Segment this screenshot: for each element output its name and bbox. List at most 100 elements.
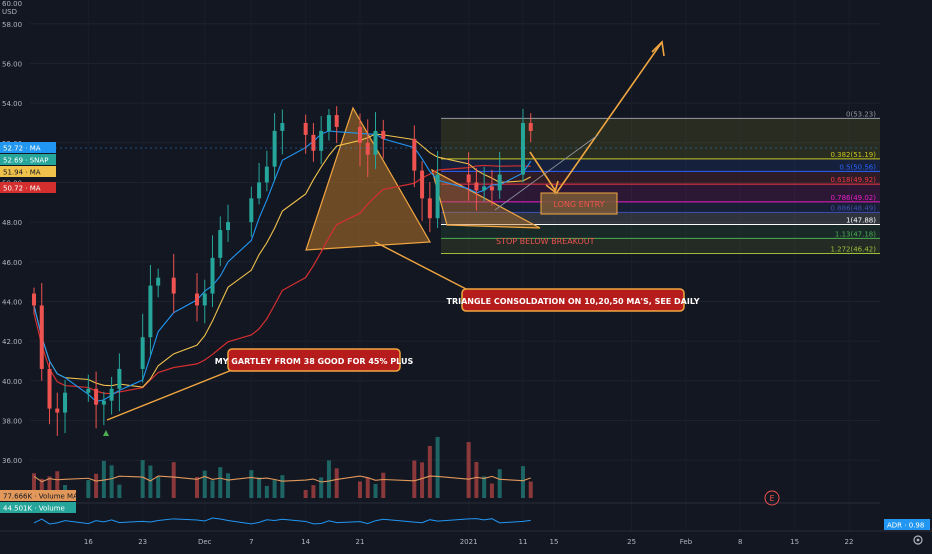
price-tick-label: 56.00	[2, 60, 22, 68]
time-axis[interactable]	[0, 531, 932, 550]
badge-ma50-text: 50.72 · MA	[3, 185, 41, 193]
candle-body	[194, 293, 199, 306]
price-tick-label: 42.00	[2, 338, 22, 346]
candle-body	[311, 134, 316, 151]
volume-bar	[326, 460, 331, 498]
volume-bar	[427, 445, 432, 498]
ma-20-line	[33, 133, 531, 388]
fib-level-label: 0(53.23)	[846, 110, 876, 118]
price-tick-label: 58.00	[2, 21, 22, 29]
fib-zone	[441, 238, 880, 254]
triangle-label[interactable]: TRIANGLE CONSOLDATION ON 10,20,50 MA'S, …	[446, 288, 700, 312]
badge-ma10: 52.72 · MA	[0, 142, 56, 153]
time-tick-label: 15	[790, 538, 799, 546]
candlesticks	[32, 106, 533, 436]
pullback-arrow	[529, 151, 556, 191]
time-tick-label: 21	[356, 538, 365, 546]
gartley-label[interactable]: MY GARTLEY FROM 38 GOOD FOR 45% PLUS	[215, 348, 414, 372]
volume-bar	[94, 473, 99, 498]
volume-bar	[311, 485, 316, 498]
settings-gear-icon[interactable]	[913, 535, 923, 545]
badge-ma10-text: 52.72 · MA	[3, 145, 41, 153]
grid-lines	[30, 23, 880, 461]
candle-body	[474, 182, 479, 191]
fib-zone	[441, 171, 880, 185]
candle-body	[171, 277, 176, 294]
time-tick-label: 2021	[460, 538, 478, 546]
fib-level-label: 0.786(49.02)	[830, 194, 876, 202]
badge-volume-ma: 77.666K · Volume MA	[0, 490, 78, 501]
volume-bar	[257, 477, 262, 498]
volume-bar	[109, 465, 114, 498]
price-tick-label: 36.00	[2, 457, 22, 465]
badge-snap: 52.69 · SNAP	[0, 154, 56, 165]
adr-line	[33, 517, 531, 525]
time-tick-label: 23	[138, 538, 147, 546]
volume-bar	[365, 477, 370, 498]
triangle-consolidation-shape[interactable]	[305, 106, 432, 251]
volume-bar	[272, 480, 277, 498]
fib-zone	[441, 118, 880, 159]
candle-body	[381, 130, 386, 139]
time-tick-label: Feb	[680, 538, 693, 546]
volume-bar	[489, 483, 494, 498]
candle-body	[94, 388, 99, 405]
volume-bar	[373, 483, 378, 498]
price-tick-label: 40.00	[2, 378, 22, 386]
badge-volume: 44.501K · Volume	[0, 502, 76, 513]
candle-body	[427, 198, 432, 219]
volume-bar	[474, 461, 479, 498]
time-tick-label: Dec	[198, 538, 212, 546]
price-tick-label: 44.00	[2, 298, 22, 306]
candle-body	[365, 142, 370, 155]
volume-bar	[249, 470, 254, 498]
target-arrow	[554, 41, 663, 196]
volume-bar	[412, 460, 417, 498]
candle-body	[63, 392, 68, 413]
fib-level-label: 0.886(48.49)	[830, 204, 876, 212]
volume-bar	[39, 478, 44, 498]
fib-zone	[441, 201, 880, 213]
triangle-pointer	[374, 241, 469, 291]
volume-bar	[117, 484, 122, 498]
time-tick-label: 8	[738, 538, 742, 546]
time-tick-label: 11	[519, 538, 528, 546]
fib-zone	[441, 224, 880, 239]
buy-box[interactable]: LONG ENTRY	[540, 192, 618, 215]
price-tick-label: 46.00	[2, 259, 22, 267]
candle-body	[326, 115, 331, 131]
candle-body	[272, 130, 277, 167]
candle-body	[319, 130, 324, 151]
candle-body	[55, 408, 60, 413]
volume-bar	[47, 476, 52, 498]
badge-ma20-text: 51.94 · MA	[3, 169, 41, 177]
earnings-marker[interactable]: E	[764, 490, 780, 506]
stop-text: STOP BELOW BREAKOUT	[496, 237, 595, 246]
time-tick-label: 22	[844, 538, 853, 546]
candle-body	[435, 174, 440, 219]
volume-bar	[435, 436, 440, 498]
volume-bar	[357, 481, 362, 498]
candle-body	[32, 293, 36, 306]
fib-level-label: 1.13(47.18)	[835, 230, 876, 238]
candle-body	[202, 293, 207, 306]
volume-bar	[202, 470, 207, 498]
volume-bar	[32, 473, 36, 498]
triangle-text: TRIANGLE CONSOLDATION ON 10,20,50 MA'S, …	[446, 297, 699, 306]
volume-bar	[194, 476, 199, 498]
gartley-pointer	[106, 369, 233, 421]
volume-bar	[466, 442, 471, 498]
candle-body	[520, 122, 525, 175]
candle-body	[466, 174, 471, 183]
candle-body	[117, 368, 122, 389]
fib-zone	[441, 212, 880, 225]
volume-bar	[264, 485, 269, 498]
gartley-point-marker	[103, 430, 109, 436]
fib-level-label: 0.5(50.56)	[839, 163, 876, 171]
volume-bar	[334, 468, 339, 498]
price-axis[interactable]	[0, 0, 30, 531]
earnings-marker-text: E	[769, 494, 774, 503]
